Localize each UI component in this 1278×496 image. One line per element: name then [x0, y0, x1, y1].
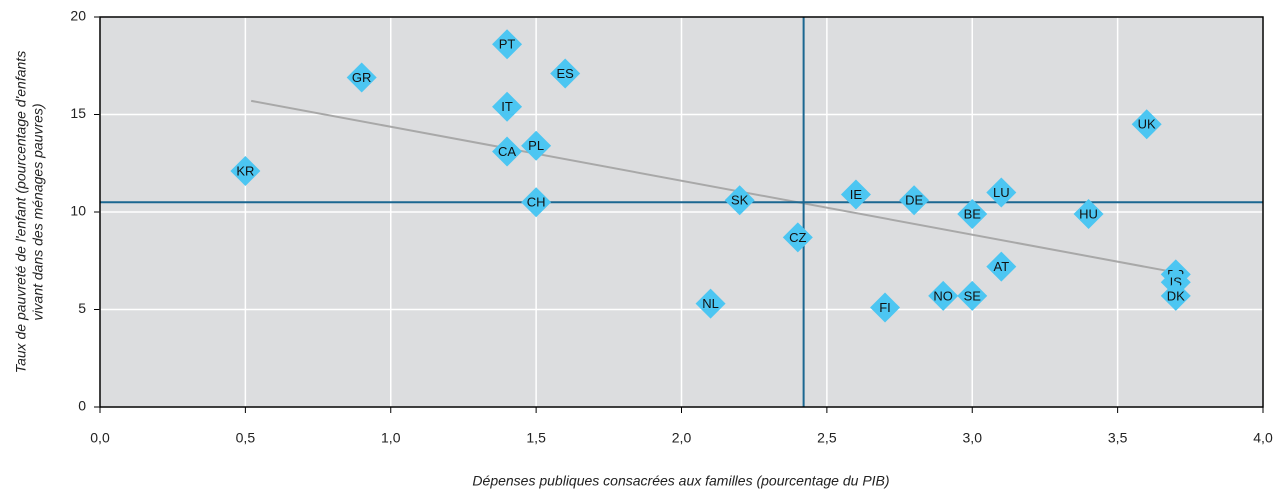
point [986, 251, 1017, 282]
point [521, 130, 552, 161]
x-axis-label: Dépenses publiques consacrées aux famill… [472, 473, 889, 489]
y-axis-label-line: Taux de pauvreté de l'enfant (pourcentag… [13, 51, 29, 373]
x-tick-label: 4,0 [1253, 430, 1273, 446]
point [346, 62, 377, 93]
x-tick-label: 3,0 [963, 430, 983, 446]
x-tick-label: 0,0 [90, 430, 110, 446]
point [957, 280, 988, 311]
point [957, 198, 988, 229]
point-label: BE [964, 206, 982, 221]
point-label: LU [993, 185, 1010, 200]
x-tick-label: 0,5 [236, 430, 256, 446]
point [899, 185, 930, 216]
point-label: IE [850, 187, 863, 202]
point [1160, 280, 1191, 311]
point [550, 58, 581, 89]
point-label: IT [501, 99, 513, 114]
point-label: SE [964, 288, 982, 303]
point-label: DE [905, 193, 923, 208]
x-tick-label: 1,0 [381, 430, 401, 446]
point-label: FI [879, 300, 891, 315]
x-tick-label: 1,5 [526, 430, 546, 446]
point-label: HU [1079, 206, 1098, 221]
point [782, 222, 813, 253]
point-label: AT [993, 259, 1009, 274]
point [928, 280, 959, 311]
y-tick-label: 15 [70, 105, 86, 121]
y-tick-label: 20 [70, 8, 86, 24]
point-label: GR [352, 70, 372, 85]
point-label: PT [499, 37, 516, 52]
point [986, 177, 1017, 208]
point-label: PL [528, 138, 544, 153]
point [1131, 109, 1162, 140]
point-label: NL [702, 296, 719, 311]
x-tick-label: 2,5 [817, 430, 837, 446]
y-tick-label: 0 [78, 398, 86, 414]
point-label: CA [498, 144, 516, 159]
point-label: UK [1138, 117, 1156, 132]
point [870, 292, 901, 323]
point-label: ES [557, 66, 575, 81]
point-label: NO [933, 288, 953, 303]
point [840, 179, 871, 210]
trend-line [251, 99, 1176, 274]
point [492, 29, 523, 60]
plot-border [99, 16, 1264, 408]
y-tick-label: 10 [70, 203, 86, 219]
x-tick-label: 2,0 [672, 430, 692, 446]
point [492, 136, 523, 167]
point [230, 156, 261, 187]
point [695, 288, 726, 319]
point-label: CH [527, 195, 546, 210]
y-tick-label: 5 [78, 300, 86, 316]
y-axis-label: Taux de pauvreté de l'enfant (pourcentag… [13, 51, 46, 373]
x-tick-label: 3,5 [1108, 430, 1128, 446]
point-label: CZ [789, 230, 806, 245]
point [724, 185, 755, 216]
point [1073, 198, 1104, 229]
point [521, 187, 552, 218]
point [492, 91, 523, 122]
point-label: SK [731, 193, 749, 208]
point-label: DK [1167, 288, 1185, 303]
y-axis-label-line: vivant dans des ménages pauvres) [30, 103, 46, 320]
point-label: KR [236, 163, 254, 178]
